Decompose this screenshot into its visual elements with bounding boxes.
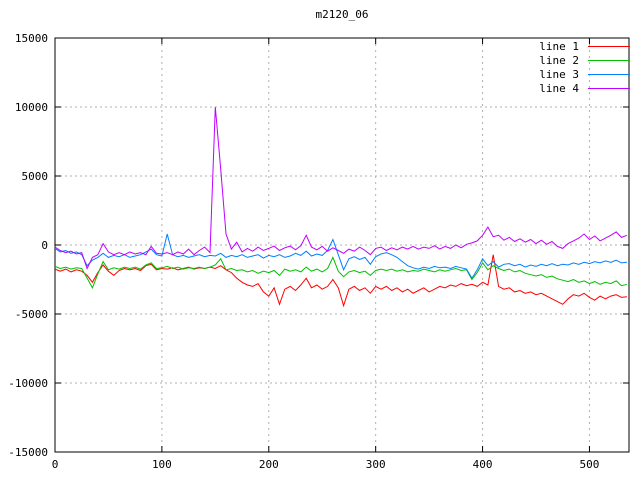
- legend-line-sample: [588, 87, 630, 89]
- series-3-line: [54, 233, 627, 280]
- x-tick-label: 500: [579, 458, 600, 471]
- series-1-line: [54, 254, 627, 308]
- legend-label: line 3: [539, 67, 579, 81]
- series-2-line: [54, 256, 628, 289]
- series-4-line: [54, 106, 628, 270]
- y-tick-label: -15000: [8, 446, 48, 459]
- legend-label: line 4: [539, 81, 579, 95]
- legend-item-line-4: line 4: [539, 81, 630, 95]
- legend: line 1 line 2 line 3 line 4: [539, 39, 630, 95]
- x-tick-label: 400: [472, 458, 493, 471]
- legend-item-line-2: line 2: [539, 53, 630, 67]
- y-tick-label: 15000: [14, 32, 48, 45]
- y-tick-label: 10000: [14, 101, 48, 114]
- legend-item-line-1: line 1: [539, 39, 630, 53]
- y-tick-label: 5000: [21, 170, 49, 183]
- chart-title: m2120_06: [315, 8, 369, 21]
- x-tick-label: 200: [258, 458, 279, 471]
- legend-line-sample: [588, 73, 630, 75]
- y-tick-label: 0: [41, 239, 48, 252]
- legend-label: line 2: [539, 53, 579, 67]
- legend-label: line 1: [539, 39, 579, 53]
- x-tick-label: 100: [151, 458, 172, 471]
- legend-line-sample: [588, 59, 630, 61]
- y-tick-label: -10000: [8, 377, 48, 390]
- x-tick-label: 300: [365, 458, 386, 471]
- legend-line-sample: [588, 45, 630, 47]
- y-tick-label: -5000: [14, 308, 48, 321]
- legend-item-line-3: line 3: [539, 67, 630, 81]
- x-tick-label: 0: [51, 458, 59, 471]
